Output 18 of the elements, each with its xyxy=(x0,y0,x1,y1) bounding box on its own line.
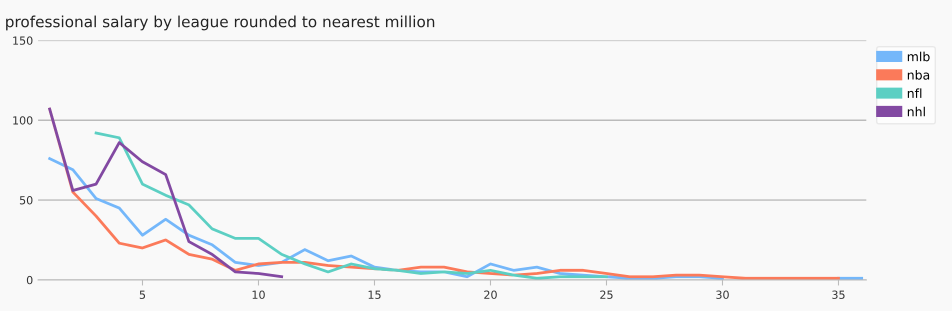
legend-label: nfl xyxy=(908,88,922,98)
legend-label: nhl xyxy=(908,106,925,116)
y-tick-label: 150 xyxy=(13,36,32,45)
x-tick-label: 20 xyxy=(484,290,497,299)
chart-title: professional salary by league rounded to nearest million xyxy=(6,16,434,30)
x-tick-label: 10 xyxy=(252,290,265,299)
line-series xyxy=(94,132,608,280)
y-tick-label: 50 xyxy=(20,196,32,204)
x-tick-label: 5 xyxy=(140,290,146,299)
x-tick-label: 35 xyxy=(832,290,845,299)
line-series xyxy=(48,108,284,278)
legend-label: mlb xyxy=(908,52,930,62)
x-tick-label: 15 xyxy=(368,290,381,299)
legend-label: nba xyxy=(908,70,930,80)
y-tick-label: 100 xyxy=(13,116,32,125)
y-tick-label: 0 xyxy=(26,276,32,284)
x-tick-label: 30 xyxy=(716,290,729,299)
x-tick-label: 25 xyxy=(600,290,613,299)
